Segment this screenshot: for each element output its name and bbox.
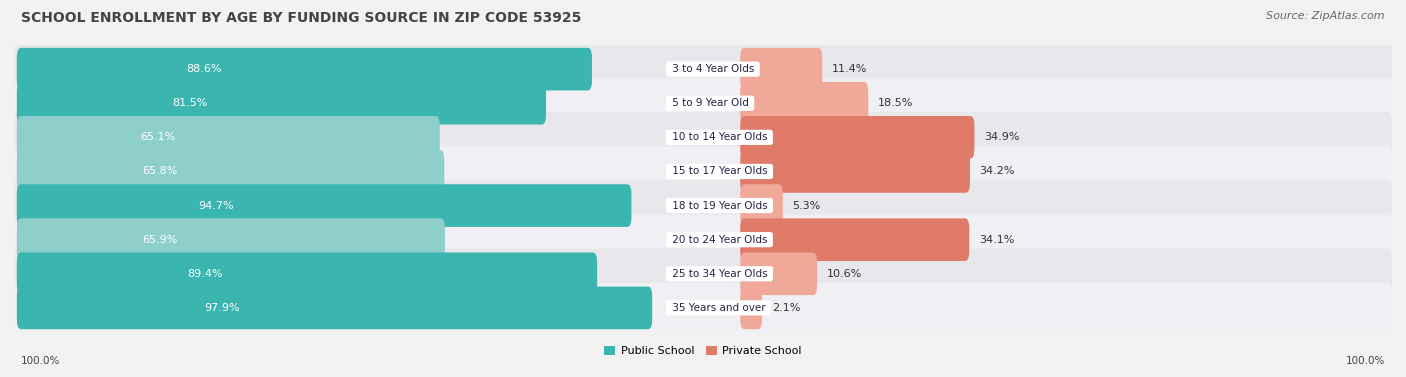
Text: 100.0%: 100.0% (21, 356, 60, 366)
Text: 89.4%: 89.4% (188, 269, 224, 279)
Text: 18.5%: 18.5% (877, 98, 914, 108)
Text: 15 to 17 Year Olds: 15 to 17 Year Olds (669, 166, 770, 176)
Text: Source: ZipAtlas.com: Source: ZipAtlas.com (1267, 11, 1385, 21)
Text: 65.8%: 65.8% (142, 166, 177, 176)
Text: 20 to 24 Year Olds: 20 to 24 Year Olds (669, 234, 770, 245)
Text: 25 to 34 Year Olds: 25 to 34 Year Olds (669, 269, 770, 279)
Text: 18 to 19 Year Olds: 18 to 19 Year Olds (669, 201, 770, 211)
FancyBboxPatch shape (17, 184, 631, 227)
Text: 35 Years and over: 35 Years and over (669, 303, 769, 313)
Legend: Public School, Private School: Public School, Private School (600, 342, 806, 360)
FancyBboxPatch shape (740, 287, 762, 329)
FancyBboxPatch shape (17, 253, 598, 295)
Text: 5 to 9 Year Old: 5 to 9 Year Old (669, 98, 752, 108)
Text: 100.0%: 100.0% (1346, 356, 1385, 366)
Text: 81.5%: 81.5% (173, 98, 208, 108)
FancyBboxPatch shape (14, 146, 1392, 197)
Text: 10 to 14 Year Olds: 10 to 14 Year Olds (669, 132, 770, 143)
FancyBboxPatch shape (14, 78, 1392, 129)
FancyBboxPatch shape (14, 215, 1392, 265)
FancyBboxPatch shape (740, 184, 783, 227)
FancyBboxPatch shape (14, 44, 1392, 94)
FancyBboxPatch shape (17, 116, 440, 159)
Text: 94.7%: 94.7% (198, 201, 233, 211)
Text: 11.4%: 11.4% (832, 64, 868, 74)
Text: 10.6%: 10.6% (827, 269, 862, 279)
Text: SCHOOL ENROLLMENT BY AGE BY FUNDING SOURCE IN ZIP CODE 53925: SCHOOL ENROLLMENT BY AGE BY FUNDING SOUR… (21, 11, 582, 25)
Text: 65.1%: 65.1% (141, 132, 176, 143)
Text: 34.2%: 34.2% (980, 166, 1015, 176)
FancyBboxPatch shape (14, 112, 1392, 162)
Text: 97.9%: 97.9% (204, 303, 240, 313)
FancyBboxPatch shape (14, 283, 1392, 333)
FancyBboxPatch shape (740, 82, 869, 124)
FancyBboxPatch shape (740, 218, 969, 261)
FancyBboxPatch shape (17, 48, 592, 90)
FancyBboxPatch shape (740, 48, 823, 90)
Text: 2.1%: 2.1% (772, 303, 800, 313)
FancyBboxPatch shape (740, 253, 817, 295)
Text: 88.6%: 88.6% (186, 64, 222, 74)
FancyBboxPatch shape (17, 287, 652, 329)
Text: 3 to 4 Year Olds: 3 to 4 Year Olds (669, 64, 758, 74)
FancyBboxPatch shape (17, 218, 444, 261)
FancyBboxPatch shape (17, 150, 444, 193)
FancyBboxPatch shape (14, 180, 1392, 231)
Text: 5.3%: 5.3% (793, 201, 821, 211)
FancyBboxPatch shape (740, 150, 970, 193)
Text: 34.9%: 34.9% (984, 132, 1019, 143)
FancyBboxPatch shape (740, 116, 974, 159)
FancyBboxPatch shape (14, 248, 1392, 299)
Text: 65.9%: 65.9% (142, 234, 177, 245)
FancyBboxPatch shape (17, 82, 546, 124)
Text: 34.1%: 34.1% (979, 234, 1014, 245)
